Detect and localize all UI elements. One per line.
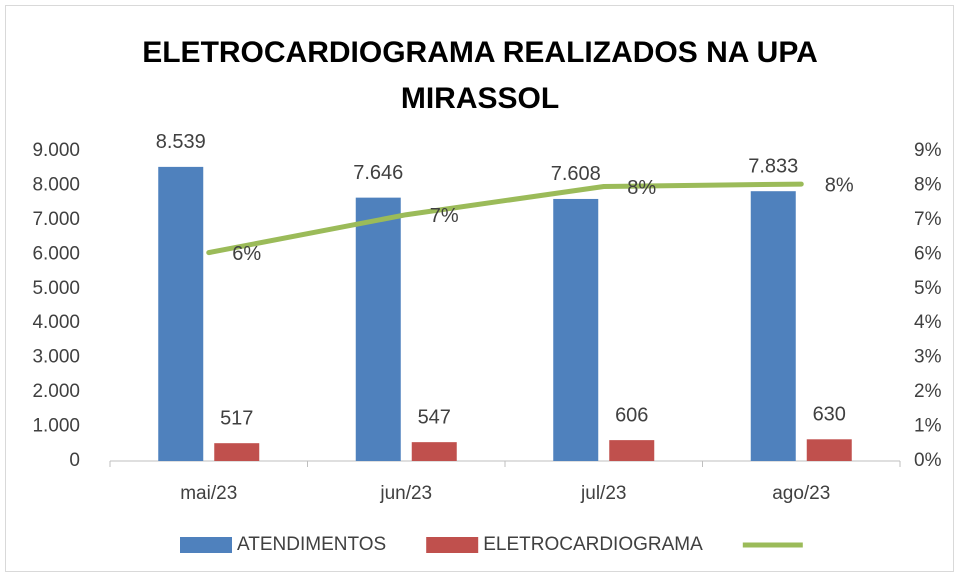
data-label: 7.833: [748, 155, 798, 177]
data-label: 7%: [430, 205, 459, 227]
y-tick-label: 9.000: [32, 140, 80, 161]
y-tick-label: 7.000: [32, 209, 80, 230]
y2-tick-label: 9%: [914, 140, 942, 161]
data-label: 517: [220, 407, 253, 429]
y2-tick-label: 8%: [914, 174, 942, 195]
data-label: 7.608: [551, 163, 601, 185]
y2-tick-label: 2%: [914, 381, 942, 402]
y-tick-label: 2.000: [32, 381, 80, 402]
legend-label: ATENDIMENTOS: [237, 534, 386, 555]
x-tick-label: jul/23: [580, 483, 626, 504]
y-tick-label: 3.000: [32, 347, 80, 368]
y2-tick-label: 3%: [914, 347, 942, 368]
bar: [214, 443, 260, 461]
data-label: 7.646: [353, 162, 403, 184]
y-tick-label: 8.000: [32, 174, 80, 195]
data-label: 8%: [627, 177, 656, 199]
data-label: 6%: [232, 243, 261, 265]
y-tick-label: 4.000: [32, 312, 80, 333]
bar: [806, 439, 852, 461]
chart-title: ELETROCARDIOGRAMA REALIZADOS NA UPA MIRA…: [142, 36, 818, 115]
bar: [158, 166, 204, 461]
data-label: 547: [418, 406, 451, 428]
y-tick-label: 6.000: [32, 243, 80, 264]
legend-label: ELETROCARDIOGRAMA: [483, 534, 703, 555]
y2-tick-label: 0%: [914, 450, 942, 471]
data-label: 630: [813, 404, 846, 426]
bar: [750, 191, 796, 462]
x-tick-label: mai/23: [180, 483, 237, 504]
legend-swatch: [426, 537, 479, 553]
y-tick-label: 5.000: [32, 278, 80, 299]
data-label: 8.539: [156, 131, 206, 153]
y2-tick-label: 5%: [914, 278, 942, 299]
line-series: [206, 181, 804, 256]
y2-tick-label: 7%: [914, 209, 942, 230]
y2-tick-label: 6%: [914, 243, 942, 264]
bar: [609, 440, 655, 461]
legend-swatch: [180, 537, 232, 553]
bar: [355, 197, 401, 462]
bar: [411, 442, 457, 461]
y2-tick-label: 1%: [914, 416, 942, 437]
data-label: 8%: [825, 174, 854, 196]
bar: [553, 198, 599, 462]
y2-tick-label: 4%: [914, 312, 942, 333]
data-label: 606: [615, 404, 648, 426]
x-tick-label: jun/23: [379, 483, 432, 504]
x-tick-label: ago/23: [772, 483, 830, 504]
y-tick-label: 0: [69, 450, 80, 471]
y-tick-label: 1.000: [32, 416, 80, 437]
